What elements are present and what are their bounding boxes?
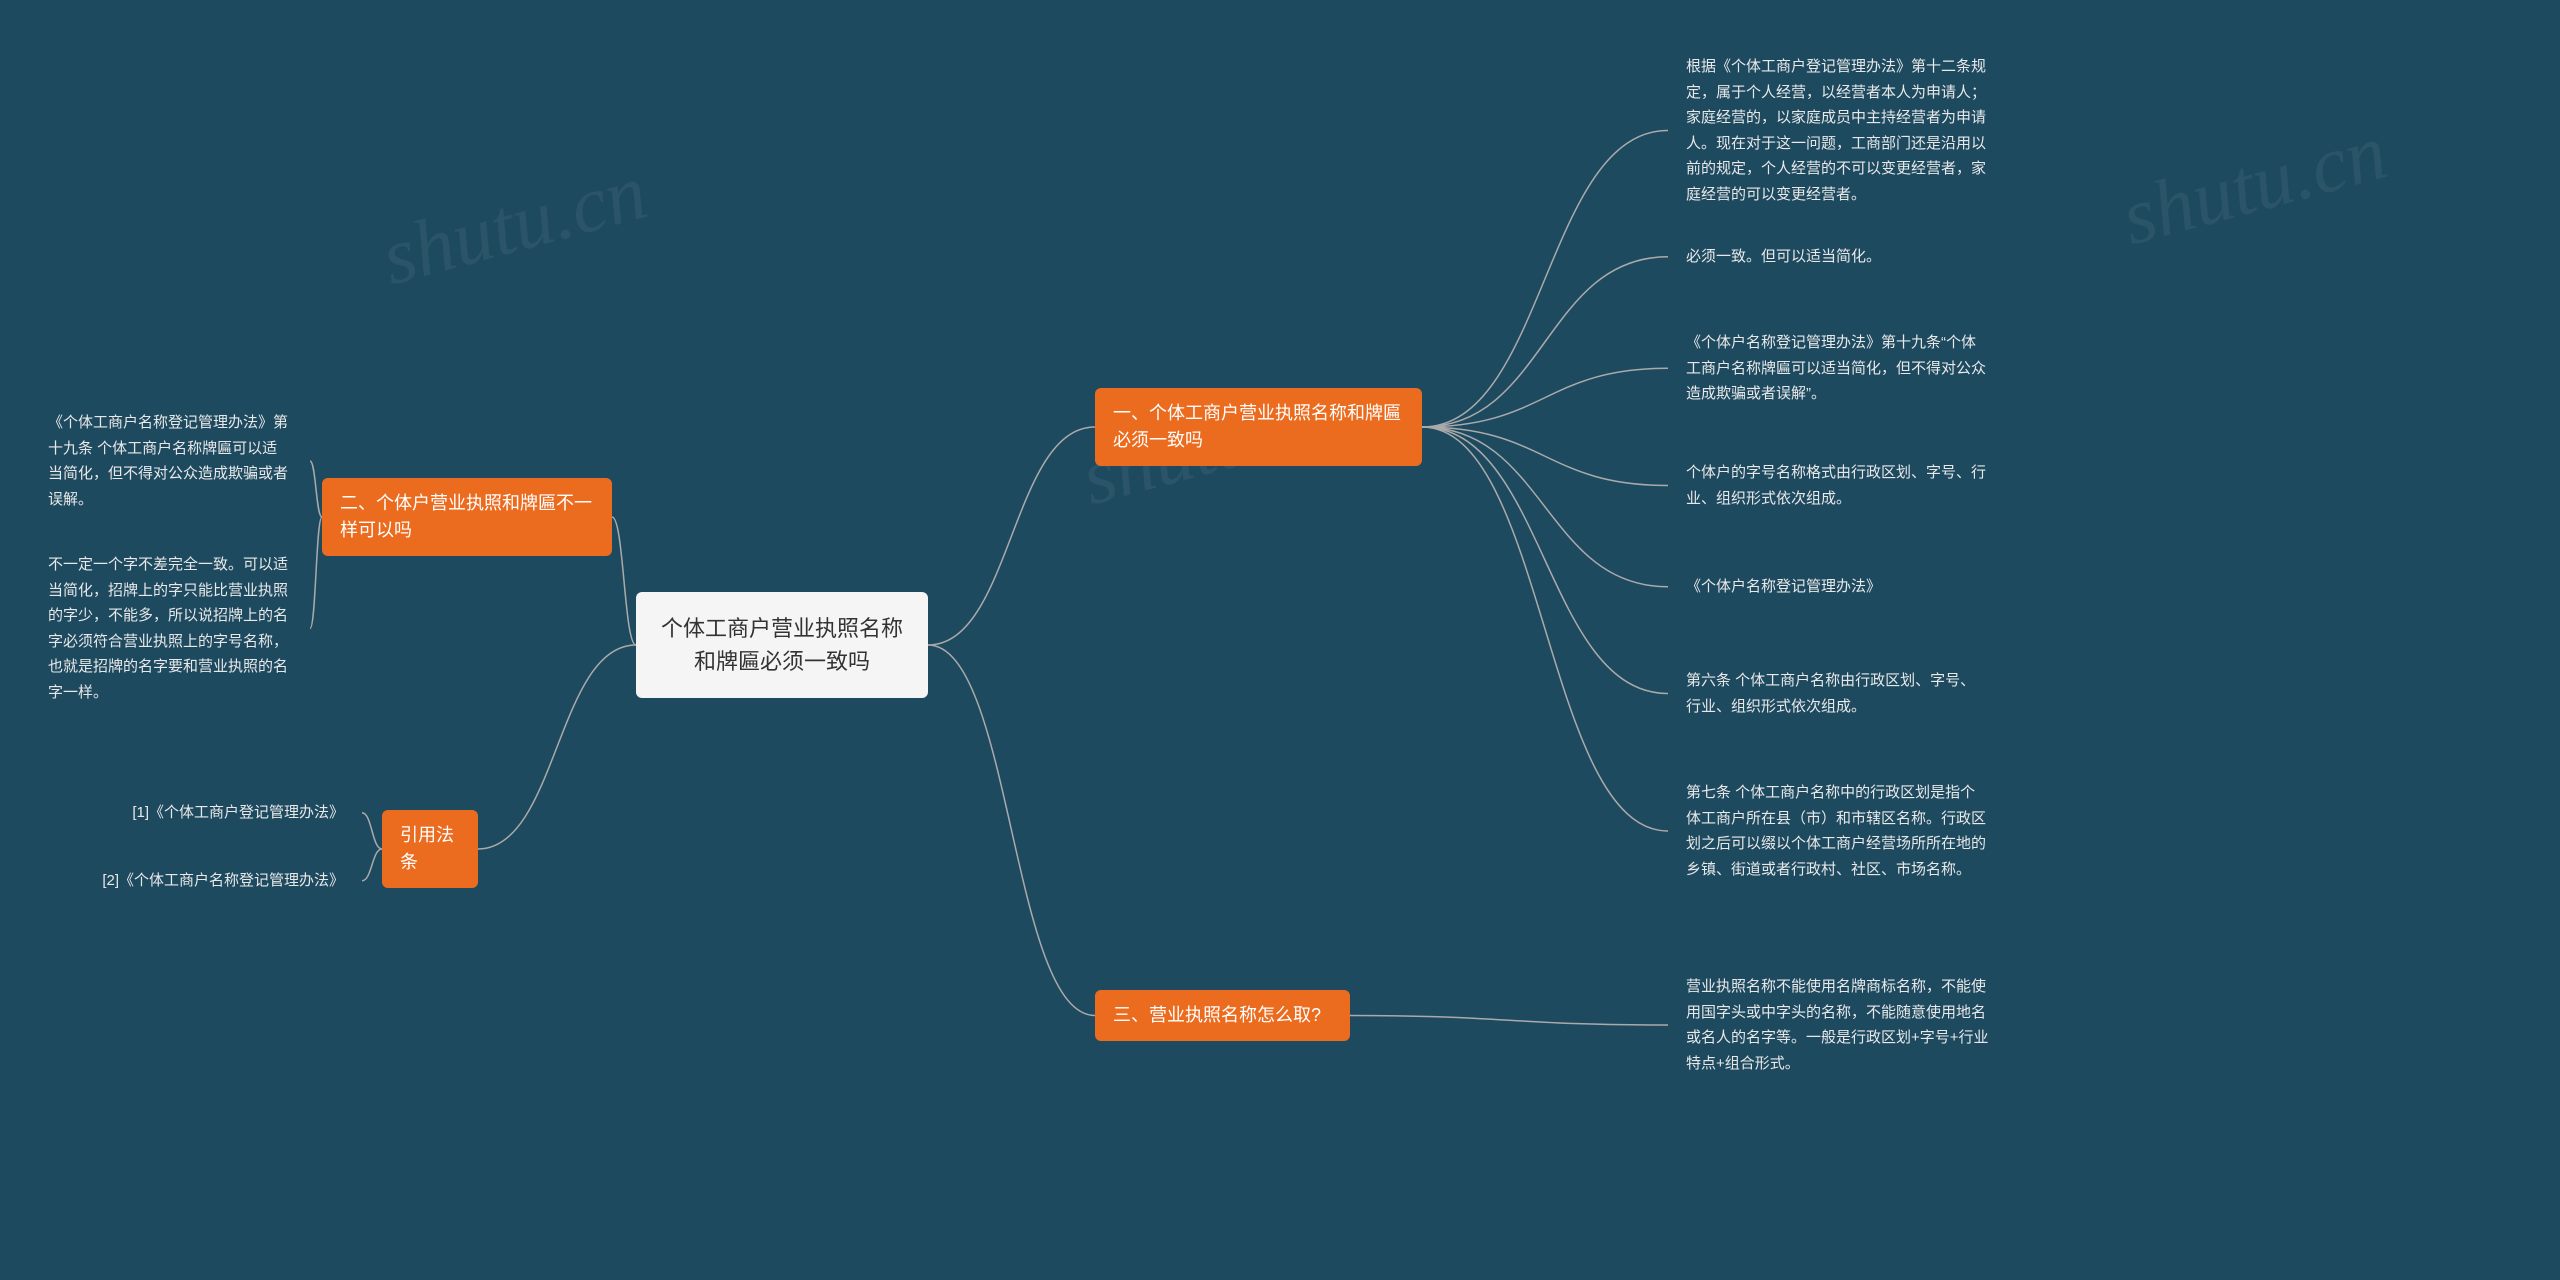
leaf-text: 第六条 个体工商户名称由行政区划、字号、行业、组织形式依次组成。 bbox=[1686, 672, 1975, 715]
branch-4-leaf-0: [1]《个体工商户登记管理办法》 bbox=[102, 788, 362, 838]
leaf-text: 个体户的字号名称格式由行政区划、字号、行业、组织形式依次组成。 bbox=[1686, 464, 1986, 507]
leaf-text: [1]《个体工商户登记管理办法》 bbox=[132, 804, 344, 821]
leaf-text: 不一定一个字不差完全一致。可以适当简化，招牌上的字只能比营业执照的字少，不能多，… bbox=[48, 556, 288, 701]
branch-1-leaf-1: 必须一致。但可以适当简化。 bbox=[1668, 232, 1899, 282]
leaf-text: 第七条 个体工商户名称中的行政区划是指个体工商户所在县（市）和市辖区名称。行政区… bbox=[1686, 784, 1986, 878]
branch-4: 引用法条 bbox=[382, 810, 478, 888]
leaf-text: 《个体工商户名称登记管理办法》第十九条 个体工商户名称牌匾可以适当简化，但不得对… bbox=[48, 414, 288, 508]
branch-1-leaf-0: 根据《个体工商户登记管理办法》第十二条规定，属于个人经营，以经营者本人为申请人；… bbox=[1668, 42, 2008, 219]
watermark: shutu.cn bbox=[373, 147, 656, 304]
branch-1-leaf-5: 第六条 个体工商户名称由行政区划、字号、行业、组织形式依次组成。 bbox=[1668, 656, 2008, 731]
branch-2-leaf-0: 《个体工商户名称登记管理办法》第十九条 个体工商户名称牌匾可以适当简化，但不得对… bbox=[30, 398, 310, 524]
branch-1-leaf-2: 《个体户名称登记管理办法》第十九条“个体工商户名称牌匾可以适当简化，但不得对公众… bbox=[1668, 318, 2008, 419]
root-node: 个体工商户营业执照名称 和牌匾必须一致吗 bbox=[636, 592, 928, 698]
branch-3: 三、营业执照名称怎么取? bbox=[1095, 990, 1350, 1041]
branch-1-leaf-6: 第七条 个体工商户名称中的行政区划是指个体工商户所在县（市）和市辖区名称。行政区… bbox=[1668, 768, 2008, 894]
branch-4-label: 引用法条 bbox=[400, 825, 454, 872]
leaf-text: 营业执照名称不能使用名牌商标名称，不能使用国字头或中字头的名称，不能随意使用地名… bbox=[1686, 978, 1989, 1072]
branch-4-leaf-1: [2]《个体工商户名称登记管理办法》 bbox=[70, 856, 362, 906]
leaf-text: 根据《个体工商户登记管理办法》第十二条规定，属于个人经营，以经营者本人为申请人；… bbox=[1686, 58, 1986, 203]
branch-3-label: 三、营业执照名称怎么取? bbox=[1113, 1005, 1321, 1025]
branch-1-leaf-3: 个体户的字号名称格式由行政区划、字号、行业、组织形式依次组成。 bbox=[1668, 448, 2008, 523]
root-text: 个体工商户营业执照名称 和牌匾必须一致吗 bbox=[661, 616, 903, 674]
watermark: shutu.cn bbox=[2113, 107, 2396, 264]
branch-1: 一、个体工商户营业执照名称和牌匾必须一致吗 bbox=[1095, 388, 1422, 466]
leaf-text: 必须一致。但可以适当简化。 bbox=[1686, 248, 1881, 265]
branch-2-label: 二、个体户营业执照和牌匾不一样可以吗 bbox=[340, 493, 592, 540]
leaf-text: 《个体户名称登记管理办法》 bbox=[1686, 578, 1881, 595]
branch-3-leaf-0: 营业执照名称不能使用名牌商标名称，不能使用国字头或中字头的名称，不能随意使用地名… bbox=[1668, 962, 2008, 1088]
connectors-main bbox=[0, 0, 2560, 1280]
branch-2: 二、个体户营业执照和牌匾不一样可以吗 bbox=[322, 478, 612, 556]
leaf-text: [2]《个体工商户名称登记管理办法》 bbox=[102, 872, 344, 889]
branch-1-leaf-4: 《个体户名称登记管理办法》 bbox=[1668, 562, 1899, 612]
branch-1-label: 一、个体工商户营业执照名称和牌匾必须一致吗 bbox=[1113, 403, 1401, 450]
leaf-text: 《个体户名称登记管理办法》第十九条“个体工商户名称牌匾可以适当简化，但不得对公众… bbox=[1686, 334, 1986, 402]
branch-2-leaf-1: 不一定一个字不差完全一致。可以适当简化，招牌上的字只能比营业执照的字少，不能多，… bbox=[30, 540, 310, 717]
